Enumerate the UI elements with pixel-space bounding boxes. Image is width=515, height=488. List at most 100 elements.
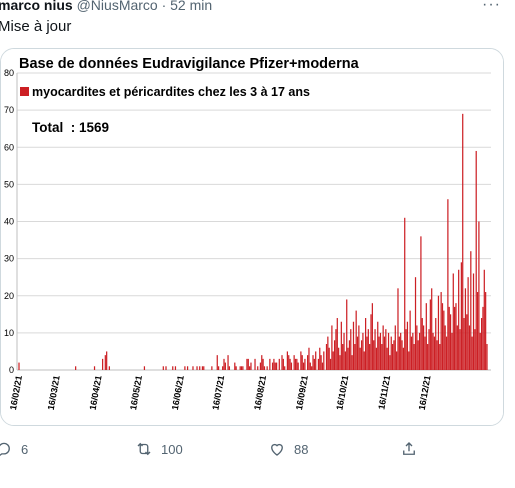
bar: [336, 318, 338, 370]
bar: [440, 292, 442, 370]
bar: [239, 366, 241, 370]
bar: [464, 288, 467, 370]
bar: [422, 325, 425, 370]
bar: [437, 295, 440, 370]
bar: [331, 325, 333, 370]
bar: [421, 318, 423, 370]
bar: [383, 336, 386, 370]
bar: [320, 355, 322, 370]
bar: [351, 355, 353, 370]
bar: [174, 366, 177, 370]
bar: [301, 355, 303, 370]
like-button[interactable]: 88: [268, 440, 308, 458]
bar: [242, 366, 244, 370]
bar: [379, 332, 382, 370]
y-tick-label: 30: [4, 254, 14, 264]
bar: [373, 340, 375, 370]
bar: [462, 113, 464, 371]
bar: [102, 358, 104, 370]
bar: [317, 358, 320, 370]
bar: [199, 366, 201, 370]
bar: [247, 358, 249, 370]
bar: [315, 351, 317, 370]
bar: [217, 366, 220, 370]
bar: [413, 344, 415, 370]
bar: [391, 344, 394, 370]
bars-group: [18, 113, 488, 371]
bar: [456, 325, 458, 370]
bar: [282, 358, 284, 370]
bar: [382, 325, 384, 370]
bar: [224, 362, 226, 370]
bar: [460, 262, 462, 370]
bar: [348, 340, 351, 370]
bar: [474, 329, 476, 370]
bar: [249, 366, 251, 370]
bar: [405, 329, 407, 370]
bar: [485, 292, 487, 370]
share-button[interactable]: [400, 440, 418, 458]
bar: [398, 336, 400, 370]
bar: [458, 269, 460, 370]
bar: [294, 358, 297, 370]
bar: [390, 336, 392, 370]
bar: [340, 321, 342, 370]
bar: [352, 321, 355, 370]
bar: [441, 303, 444, 370]
bar: [288, 355, 290, 370]
bar: [342, 344, 344, 370]
bar: [369, 344, 371, 370]
handle-time[interactable]: @NiusMarco · 52 min: [76, 0, 213, 13]
y-tick-label: 70: [4, 105, 14, 115]
bar: [466, 314, 468, 370]
bar: [309, 362, 311, 370]
bar: [410, 336, 413, 370]
bar: [448, 306, 450, 370]
bar: [274, 362, 276, 370]
bar: [302, 362, 305, 370]
bar: [366, 336, 368, 370]
bar: [479, 332, 481, 370]
bar: [313, 358, 315, 370]
bar: [408, 351, 410, 370]
y-tick-label: 0: [9, 365, 14, 375]
bar: [339, 355, 341, 370]
bar: [401, 340, 403, 370]
bar: [234, 362, 236, 370]
bar: [93, 366, 96, 370]
bar: [18, 362, 20, 370]
bar: [201, 366, 204, 370]
reply-button[interactable]: 6: [0, 440, 28, 458]
bar: [455, 303, 457, 370]
bar: [397, 288, 399, 370]
bar: [377, 321, 379, 370]
legend-label: myocardites et péricardites chez les 3 à…: [32, 85, 310, 99]
bar: [246, 358, 248, 370]
bar: [328, 347, 330, 370]
bar: [435, 318, 437, 370]
tweet-media-chart[interactable]: Base de données Eudravigilance Pfizer+mo…: [0, 48, 504, 426]
bar: [451, 332, 453, 370]
bar: [350, 329, 352, 370]
chart-title: Base de données Eudravigilance Pfizer+mo…: [19, 56, 360, 72]
bar: [304, 358, 306, 370]
bar: [281, 355, 283, 370]
author-name[interactable]: marco nius: [0, 0, 73, 13]
bar: [447, 199, 449, 370]
bar: [104, 355, 106, 370]
bar: [278, 358, 280, 370]
total-label: Total : 1569: [32, 120, 109, 135]
bar: [362, 332, 364, 370]
bar: [459, 329, 461, 370]
bar: [356, 336, 359, 370]
bar: [436, 340, 438, 370]
bar: [396, 351, 398, 370]
bar: [367, 329, 369, 370]
bar: [240, 366, 243, 370]
more-icon[interactable]: ···: [482, 0, 501, 13]
retweet-icon: [137, 442, 151, 456]
bar: [471, 336, 473, 370]
bar: [389, 355, 391, 370]
retweet-button[interactable]: 100: [135, 440, 183, 458]
bar: [412, 332, 414, 370]
